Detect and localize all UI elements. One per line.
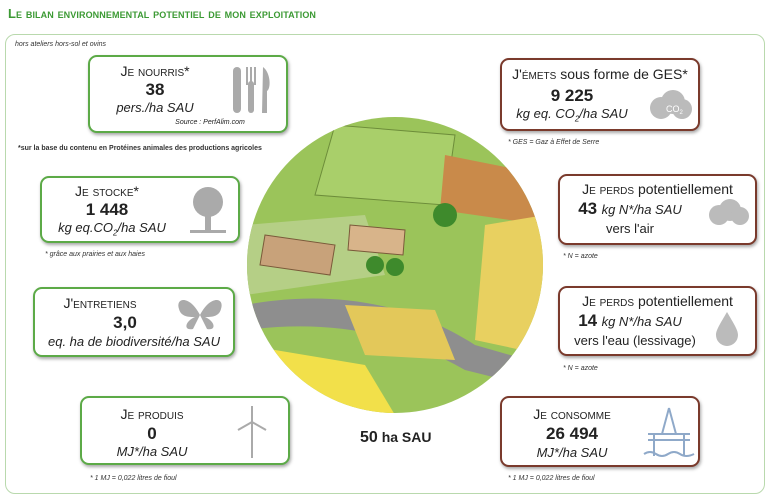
indicator-card: Je consomme 26 494 MJ*/ha SAU	[500, 396, 700, 467]
card-source: Source : PerfAlim.com	[150, 119, 270, 126]
card-value: 9 225	[502, 86, 642, 106]
unit-part: /ha SAU	[117, 220, 165, 235]
footnote: * 1 MJ = 0,022 litres de fioul	[508, 475, 595, 482]
unit-part: /ha SAU	[579, 106, 627, 121]
card-value: 14	[578, 311, 597, 330]
cloud-text: CO	[666, 104, 680, 114]
area-unit: ha SAU	[382, 429, 432, 445]
card-unit: kg eq. CO2/ha SAU	[502, 106, 642, 124]
label-caps: Je perds	[582, 181, 634, 197]
scope-note: hors ateliers hors-sol et ovins	[15, 41, 106, 48]
card-value: 38	[90, 80, 220, 100]
footnote: *sur la base du contenu en Protéines ani…	[18, 145, 262, 152]
wind-turbine-icon	[232, 404, 272, 460]
card-value: 3,0	[95, 313, 155, 333]
barn	[348, 225, 405, 255]
center-area: 50 ha SAU	[360, 429, 431, 447]
card-unit: kg N*/ha SAU	[602, 202, 682, 217]
landscape-scene	[245, 115, 545, 415]
card-label: Je perds potentiellement	[560, 293, 755, 309]
indicator-card: J'entretiens 3,0 eq. ha de biodiversité/…	[33, 287, 235, 357]
card-label: Je produis	[82, 406, 222, 422]
footnote: * GES = Gaz à Effet de Serre	[508, 139, 599, 146]
card-label: Je nourris*	[90, 63, 220, 79]
card-label: J'émets sous forme de GES*	[502, 66, 698, 82]
tree	[386, 258, 404, 276]
cutlery-icon	[225, 63, 275, 115]
indicator-card: Je produis 0 MJ*/ha SAU	[80, 396, 290, 465]
card-label: J'entretiens	[35, 295, 165, 311]
page-title: Le bilan environnemental potentiel de mo…	[8, 6, 316, 21]
indicator-card: Je stocke* 1 448 kg eq.CO2/ha SAU	[40, 176, 240, 243]
card-unit: MJ*/ha SAU	[502, 445, 642, 460]
footnote: * N = azote	[563, 253, 598, 260]
card-value: 0	[82, 424, 222, 444]
drop-icon	[712, 310, 742, 346]
landscape	[245, 115, 545, 415]
corn-field	[475, 215, 545, 355]
cloud-icon: CO2	[646, 88, 694, 122]
label-rest: potentiellement	[638, 181, 733, 197]
indicator-card: Je nourris* 38 pers./ha SAU Source : Per…	[88, 55, 288, 133]
card-unit: MJ*/ha SAU	[82, 444, 222, 459]
footnote: * N = azote	[563, 365, 598, 372]
indicator-card: J'émets sous forme de GES* 9 225 kg eq. …	[500, 58, 700, 131]
label-caps: Je perds	[582, 293, 634, 309]
card-unit: pers./ha SAU	[90, 100, 220, 115]
card-label: Je consomme	[502, 406, 642, 422]
field	[315, 125, 455, 205]
card-value: 1 448	[42, 200, 172, 220]
card-value: 26 494	[502, 424, 642, 444]
card-label: Je stocke*	[42, 183, 172, 199]
unit-part: kg eq.CO	[58, 220, 113, 235]
card-unit: eq. ha de biodiversité/ha SAU	[35, 334, 233, 349]
card-destination: vers l'air	[560, 221, 700, 236]
oil-rig-icon	[642, 406, 696, 460]
unit-part: kg eq. CO	[516, 106, 575, 121]
indicator-card: Je perds potentiellement 43 kg N*/ha SAU…	[558, 174, 757, 245]
label-caps: J'émets	[512, 66, 556, 82]
card-value-line: 43 kg N*/ha SAU	[560, 199, 700, 219]
card-value: 43	[578, 199, 597, 218]
footnote: * grâce aux prairies et aux haies	[45, 251, 145, 258]
area-value: 50	[360, 429, 378, 446]
butterfly-icon	[175, 295, 225, 333]
tree	[433, 203, 457, 227]
card-unit: kg N*/ha SAU	[602, 314, 682, 329]
body: {"header": {"title": "Le bilan environne…	[0, 0, 770, 497]
tree-icon	[184, 184, 232, 236]
card-value-line: 14 kg N*/ha SAU	[560, 311, 700, 331]
label-rest: sous forme de GES*	[560, 66, 688, 82]
card-unit: kg eq.CO2/ha SAU	[42, 220, 182, 238]
footnote: * 1 MJ = 0,022 litres de fioul	[90, 475, 177, 482]
indicator-card: Je perds potentiellement 14 kg N*/ha SAU…	[558, 286, 757, 356]
label-rest: potentiellement	[638, 293, 733, 309]
cloud-icon	[704, 198, 752, 228]
tree	[366, 256, 384, 274]
card-destination: vers l'eau (lessivage)	[560, 333, 710, 348]
page: Bilan environnemental html, body { margi…	[0, 0, 770, 497]
card-label: Je perds potentiellement	[560, 181, 755, 197]
